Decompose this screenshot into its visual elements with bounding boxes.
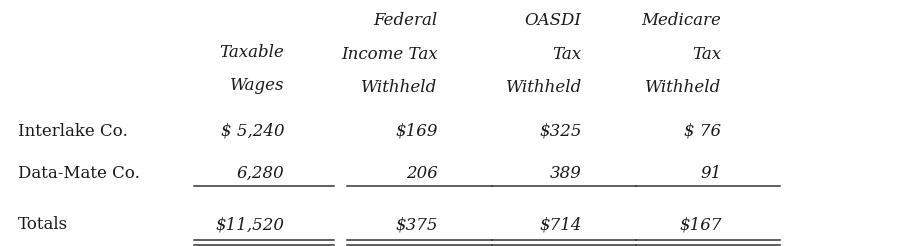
Text: $11,520: $11,520 xyxy=(216,216,284,233)
Text: Interlake Co.: Interlake Co. xyxy=(18,123,128,140)
Text: Totals: Totals xyxy=(18,216,69,233)
Text: $325: $325 xyxy=(539,123,582,140)
Text: Taxable: Taxable xyxy=(219,44,284,61)
Text: Data-Mate Co.: Data-Mate Co. xyxy=(18,165,140,182)
Text: Wages: Wages xyxy=(230,77,284,94)
Text: Medicare: Medicare xyxy=(641,12,722,29)
Text: Tax: Tax xyxy=(553,46,582,62)
Text: $167: $167 xyxy=(679,216,722,233)
Text: 91: 91 xyxy=(700,165,722,182)
Text: Withheld: Withheld xyxy=(645,79,722,96)
Text: $ 76: $ 76 xyxy=(685,123,722,140)
Text: $714: $714 xyxy=(539,216,582,233)
Text: Withheld: Withheld xyxy=(361,79,437,96)
Text: Tax: Tax xyxy=(693,46,722,62)
Text: Withheld: Withheld xyxy=(505,79,582,96)
Text: $ 5,240: $ 5,240 xyxy=(220,123,284,140)
Text: 6,280: 6,280 xyxy=(236,165,284,182)
Text: 389: 389 xyxy=(550,165,582,182)
Text: Federal: Federal xyxy=(373,12,437,29)
Text: $375: $375 xyxy=(395,216,437,233)
Text: OASDI: OASDI xyxy=(525,12,582,29)
Text: $169: $169 xyxy=(395,123,437,140)
Text: 206: 206 xyxy=(406,165,437,182)
Text: Income Tax: Income Tax xyxy=(341,46,437,62)
